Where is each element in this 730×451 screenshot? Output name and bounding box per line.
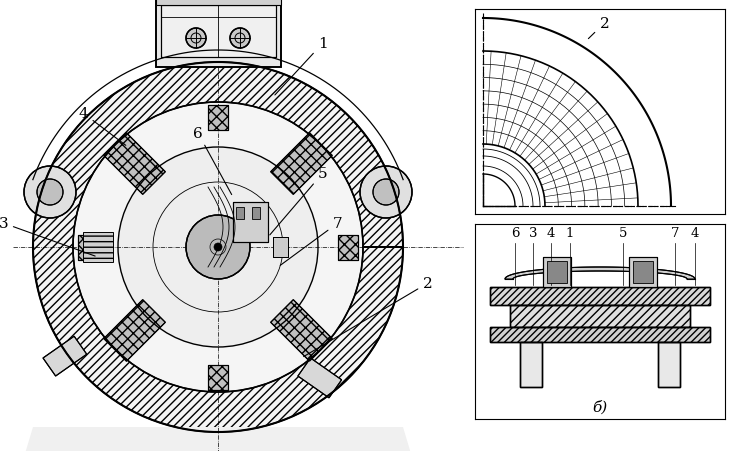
Text: 6: 6 [511,226,519,239]
Circle shape [24,166,76,219]
Polygon shape [338,235,358,260]
Polygon shape [78,235,98,260]
Text: 5: 5 [619,226,627,239]
Bar [629,258,657,287]
Text: б): б) [592,400,607,414]
Circle shape [186,216,250,279]
Polygon shape [505,267,695,279]
Text: 6: 6 [193,127,231,195]
Text: 3: 3 [0,216,95,257]
Bar [547,262,567,283]
Bar [273,238,288,258]
Polygon shape [208,365,228,390]
Bar [658,342,680,387]
Text: 1: 1 [566,226,575,239]
Text: 4: 4 [78,107,126,146]
Polygon shape [104,133,165,195]
Polygon shape [208,105,228,130]
Text: 7: 7 [280,216,342,266]
Bar [658,342,680,387]
Text: 2: 2 [588,17,610,40]
Bar [233,202,268,243]
Bar [156,0,281,6]
Text: 2: 2 [304,276,433,357]
Bar [161,6,276,58]
Bar [520,342,542,387]
Bar [161,6,276,58]
Polygon shape [18,427,418,451]
Bar [490,287,710,305]
Bar [510,305,690,327]
Polygon shape [271,300,332,361]
Bar [43,336,87,376]
Circle shape [37,179,63,206]
Circle shape [33,63,403,432]
Bar [490,327,710,342]
Polygon shape [271,133,332,195]
Text: 1: 1 [275,37,328,96]
Bar [510,305,690,327]
Circle shape [118,147,318,347]
Bar [298,358,342,398]
Circle shape [186,29,206,49]
Bar [298,358,342,398]
Text: 7: 7 [671,226,679,239]
Bar [156,0,281,68]
Circle shape [230,29,250,49]
Circle shape [373,179,399,206]
Bar [252,207,260,220]
Bar [233,202,268,243]
Polygon shape [104,300,165,361]
Circle shape [360,166,412,219]
Bar [43,336,87,376]
Bar [520,342,542,387]
Text: 3: 3 [529,226,537,239]
Bar [633,262,653,283]
Bar [273,238,288,258]
Text: 5: 5 [270,166,328,235]
Text: 4: 4 [547,226,556,239]
Circle shape [214,244,222,252]
Text: 4: 4 [691,226,699,239]
Bar [629,258,657,287]
Bar [236,207,244,220]
Bar [543,258,571,287]
Bar [490,287,710,305]
Bar [156,0,281,68]
Bar [543,258,571,287]
Bar [490,327,710,342]
Bar [83,232,113,262]
